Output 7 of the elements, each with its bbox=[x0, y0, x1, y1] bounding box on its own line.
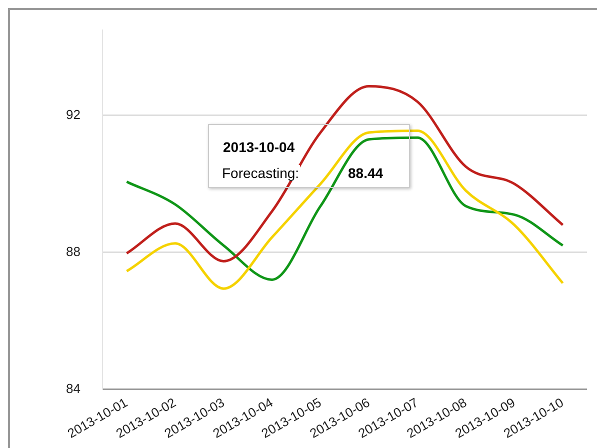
series-label: Forecasting: bbox=[221, 165, 300, 181]
annotation: 2013-10-04 bbox=[223, 139, 295, 155]
line-series bbox=[125, 85, 564, 262]
annotation: 88.44 bbox=[347, 165, 384, 181]
y-tick-label: 84 bbox=[66, 380, 80, 396]
y-tick-label: 92 bbox=[66, 106, 80, 122]
y-tick-label: 88 bbox=[66, 244, 80, 259]
